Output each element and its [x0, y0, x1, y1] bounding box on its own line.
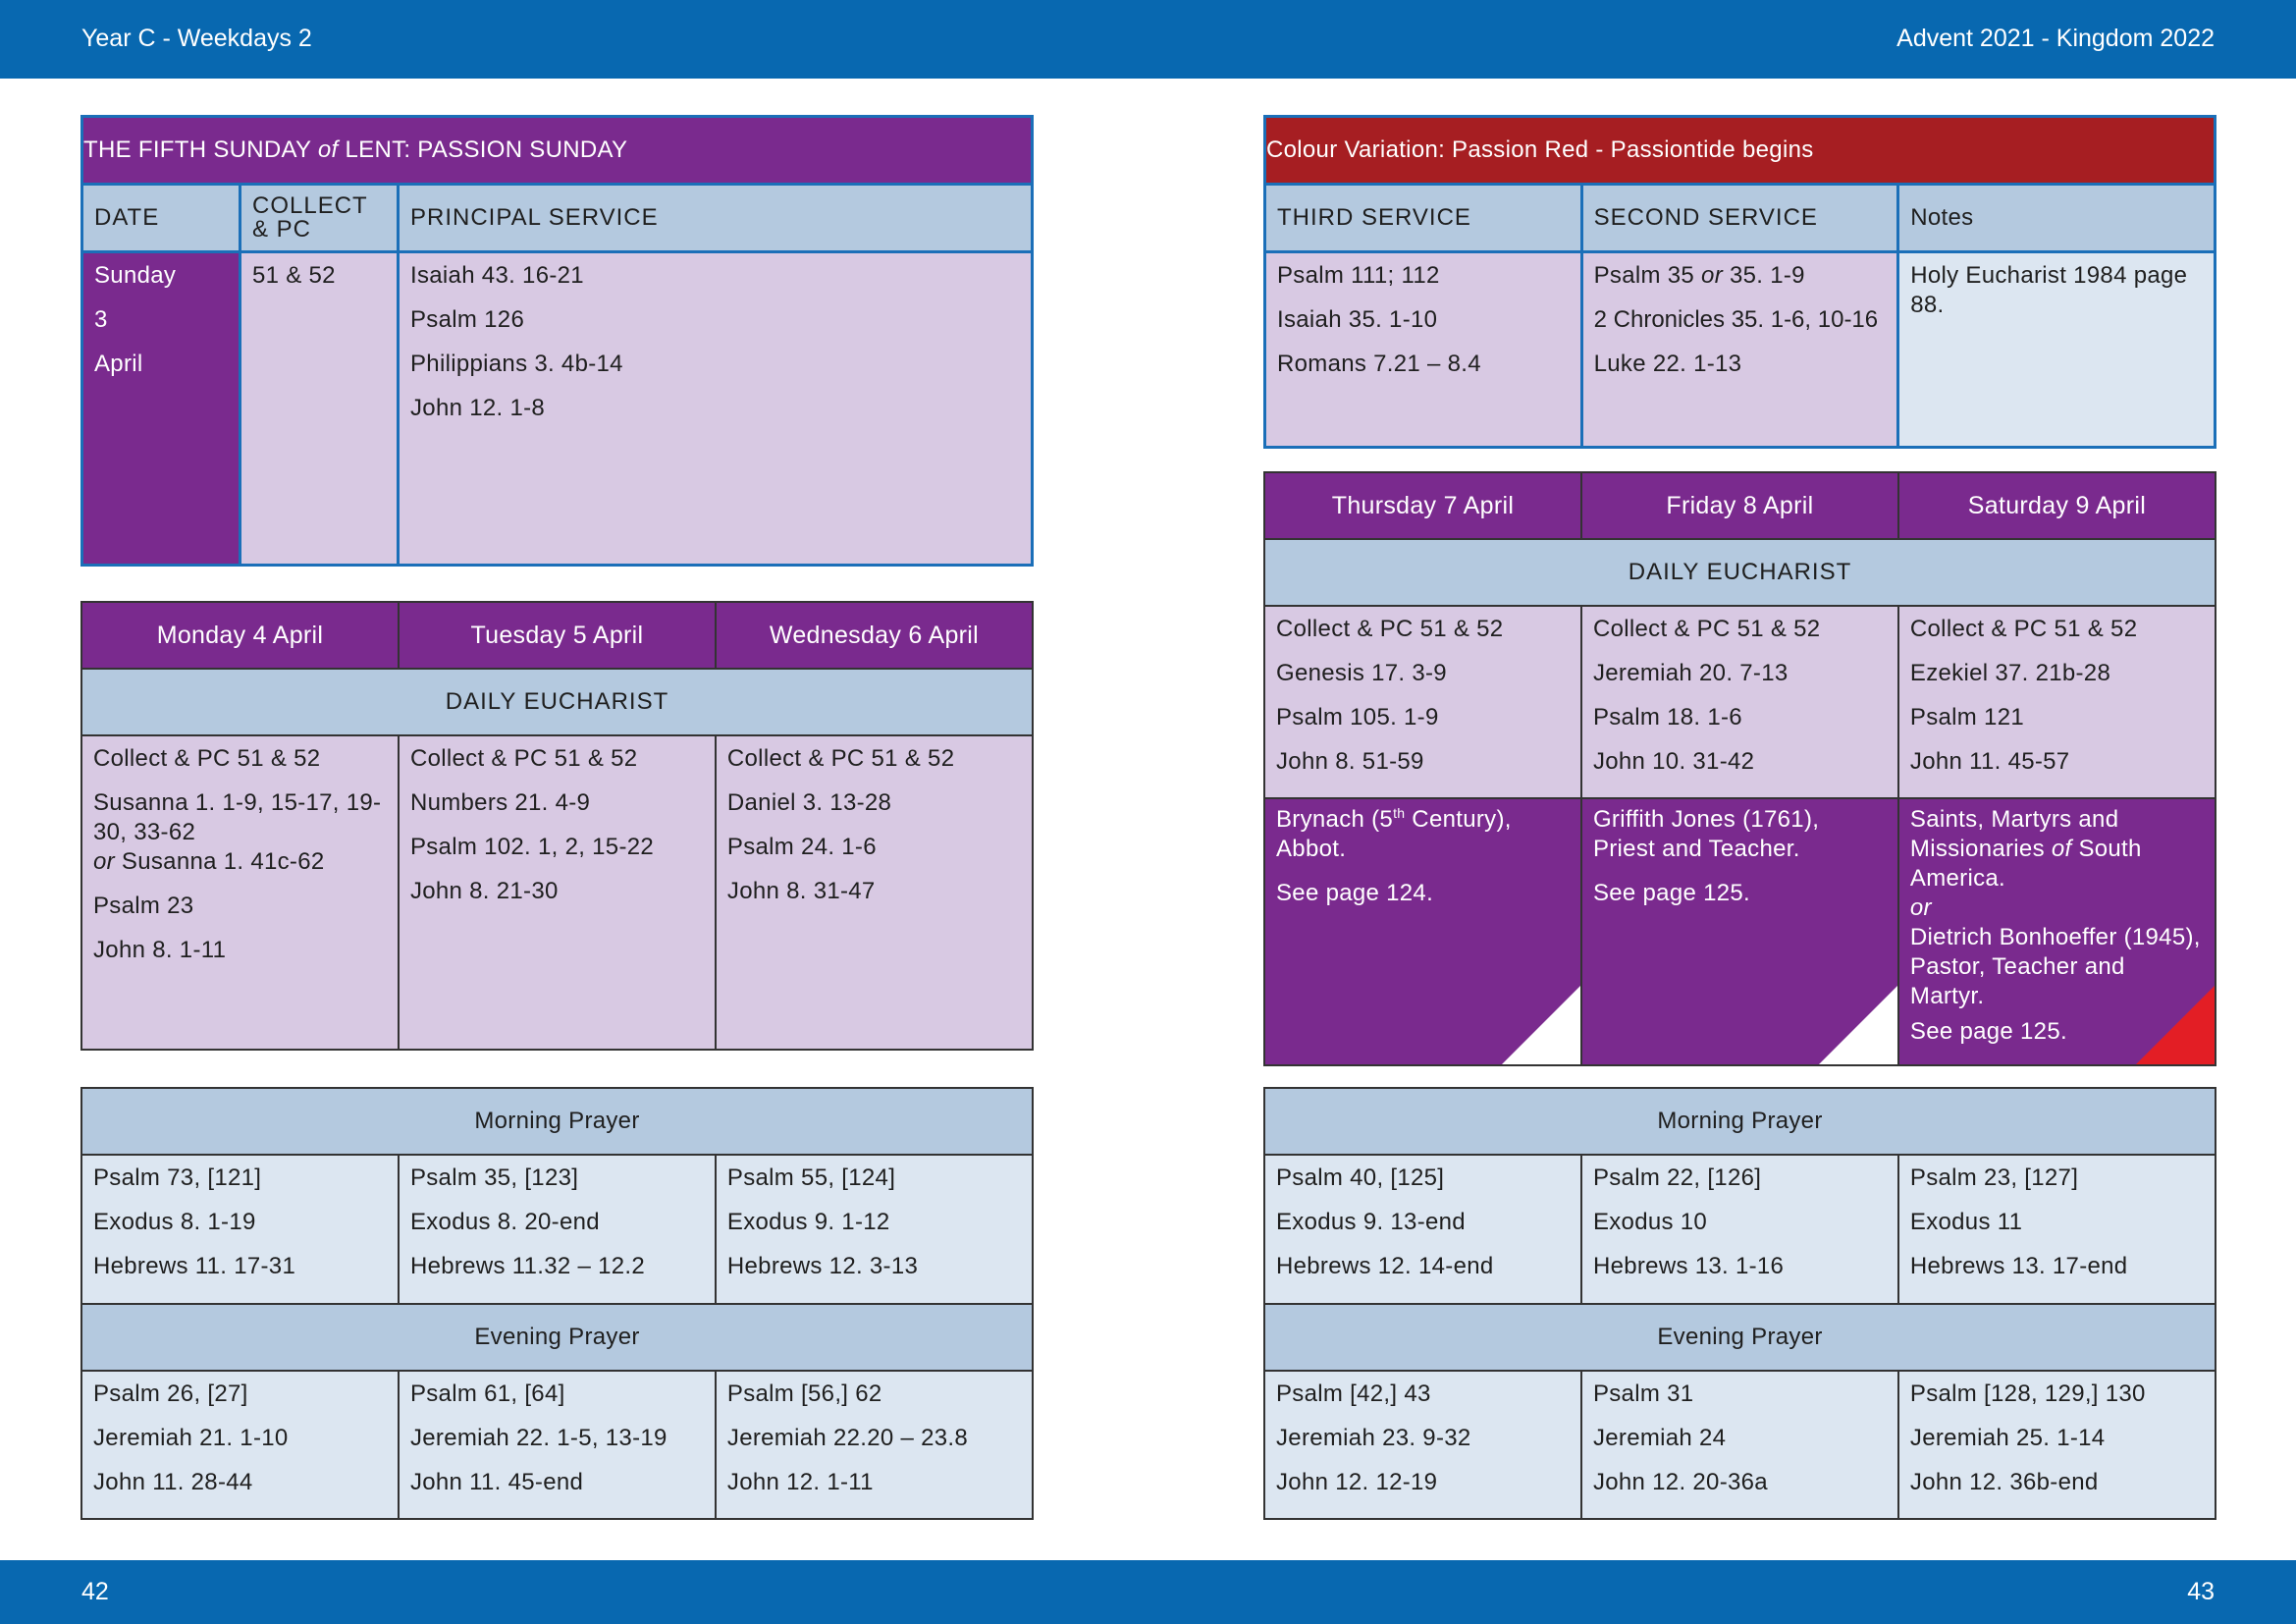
- corner-fold-white: [1501, 986, 1579, 1063]
- day-header-wednesday: Wednesday 6 April: [714, 601, 1035, 670]
- sunday-date-cell: Sunday 3 April: [80, 250, 241, 567]
- morning-prayer-label: Morning Prayer: [80, 1087, 1034, 1156]
- day-header-tuesday: Tuesday 5 April: [397, 601, 717, 670]
- morning-monday: Psalm 73, [121] Exodus 8. 1-19 Hebrews 11.…: [80, 1154, 400, 1305]
- col-header-date: DATE: [80, 183, 241, 253]
- header-season-label: Advent 2021 - Kingdom 2022: [1896, 25, 2215, 52]
- daily-eucharist-label: DAILY EUCHARIST: [80, 668, 1034, 736]
- thursday-commemoration: Brynach (5th Century), Abbot. See page 1…: [1263, 797, 1582, 1066]
- sunday-collect-cell: 51 & 52: [239, 250, 400, 567]
- saturday-commemoration: Saints, Martyrs and Missionaries of Sout…: [1896, 797, 2217, 1066]
- morning-prayer-label: Morning Prayer: [1263, 1087, 2216, 1156]
- day-header-saturday: Saturday 9 April: [1896, 471, 2217, 540]
- sunday-principal-cell: Isaiah 43. 16-21 Psalm 126 Philippians 3…: [397, 250, 1034, 567]
- page-footer-band: 42 43: [0, 1560, 2296, 1624]
- evening-friday: Psalm 31 Jeremiah 24 John 12. 20-36a: [1579, 1369, 1899, 1520]
- evening-monday: Psalm 26, [27] Jeremiah 21. 1-10 John 11. …: [80, 1369, 400, 1520]
- weekdays-left-eucharist-table: Monday 4 April Tuesday 5 April Wednesday…: [80, 601, 1035, 1051]
- sunday-title: THE FIFTH SUNDAY of LENT: PASSION SUNDAY: [80, 115, 1034, 186]
- friday-commemoration: Griffith Jones (1761), Priest and Teache…: [1579, 797, 1899, 1066]
- daily-eucharist-label: DAILY EUCHARIST: [1263, 538, 2216, 607]
- second-service-cell: Psalm 35 or 35. 1-9 2 Chronicles 35. 1-6…: [1579, 250, 1900, 449]
- colour-variation-title: Colour Variation: Passion Red - Passiont…: [1263, 115, 2216, 186]
- saturday-readings: Collect & PC 51 & 52 Ezekiel 37. 21b-28 Ps…: [1896, 605, 2217, 799]
- col-header-second-service: SECOND SERVICE: [1579, 183, 1900, 253]
- day-header-friday: Friday 8 April: [1579, 471, 1899, 540]
- morning-tuesday: Psalm 35, [123] Exodus 8. 20-end Hebrews 1…: [397, 1154, 717, 1305]
- morning-friday: Psalm 22, [126] Exodus 10 Hebrews 13. 1-16: [1579, 1154, 1899, 1305]
- tuesday-readings: Collect & PC 51 & 52 Numbers 21. 4-9 Psa…: [397, 734, 717, 1051]
- day-header-thursday: Thursday 7 April: [1263, 471, 1582, 540]
- evening-saturday: Psalm [128, 129,] 130 Jeremiah 25. 1-14 Jo…: [1896, 1369, 2217, 1520]
- corner-fold-red: [2136, 986, 2214, 1063]
- monday-readings: Collect & PC 51 & 52 Susanna 1. 1-9, 15-…: [80, 734, 400, 1051]
- weekdays-right-eucharist-table: Thursday 7 April Friday 8 April Saturday…: [1263, 471, 2217, 1066]
- header-year-label: Year C - Weekdays 2: [81, 25, 312, 52]
- page-header-band: Year C - Weekdays 2 Advent 2021 - Kingdo…: [0, 0, 2296, 79]
- evening-tuesday: Psalm 61, [64] Jeremiah 22. 1-5, 13-19 Joh…: [397, 1369, 717, 1520]
- offices-left-table: Morning Prayer Psalm 73, [121] Exodus 8. …: [80, 1087, 1035, 1520]
- third-service-cell: Psalm 111; 112 Isaiah 35. 1-10 Romans 7.…: [1263, 250, 1583, 449]
- sunday-table: THE FIFTH SUNDAY of LENT: PASSION SUNDAY…: [80, 115, 1034, 567]
- morning-saturday: Psalm 23, [127] Exodus 11 Hebrews 13. 17-e…: [1896, 1154, 2217, 1305]
- corner-fold-white: [1818, 986, 1896, 1063]
- col-header-notes: Notes: [1896, 183, 2216, 253]
- morning-wednesday: Psalm 55, [124] Exodus 9. 1-12 Hebrews 12.…: [714, 1154, 1035, 1305]
- wednesday-readings: Collect & PC 51 & 52 Daniel 3. 13-28 Psa…: [714, 734, 1035, 1051]
- day-header-monday: Monday 4 April: [80, 601, 400, 670]
- thursday-readings: Collect & PC 51 & 52 Genesis 17. 3-9 Psalm…: [1263, 605, 1582, 799]
- page-number-right: 43: [2187, 1578, 2215, 1605]
- evening-prayer-label: Evening Prayer: [1263, 1302, 2216, 1372]
- offices-right-table: Morning Prayer Psalm 40, [125] Exodus 9. …: [1263, 1087, 2217, 1520]
- sunday-services-table: Colour Variation: Passion Red - Passiont…: [1263, 115, 2216, 449]
- page-number-left: 42: [81, 1578, 109, 1605]
- col-header-principal: PRINCIPAL SERVICE: [397, 183, 1034, 253]
- col-header-collect: COLLECT & PC: [239, 183, 400, 253]
- friday-readings: Collect & PC 51 & 52 Jeremiah 20. 7-13 Psa…: [1579, 605, 1899, 799]
- col-header-third-service: THIRD SERVICE: [1263, 183, 1583, 253]
- evening-thursday: Psalm [42,] 43 Jeremiah 23. 9-32 John 12. …: [1263, 1369, 1582, 1520]
- evening-wednesday: Psalm [56,] 62 Jeremiah 22.20 – 23.8 John …: [714, 1369, 1035, 1520]
- notes-cell: Holy Eucharist 1984 page 88.: [1896, 250, 2216, 449]
- evening-prayer-label: Evening Prayer: [80, 1302, 1034, 1372]
- morning-thursday: Psalm 40, [125] Exodus 9. 13-end Hebrews 1…: [1263, 1154, 1582, 1305]
